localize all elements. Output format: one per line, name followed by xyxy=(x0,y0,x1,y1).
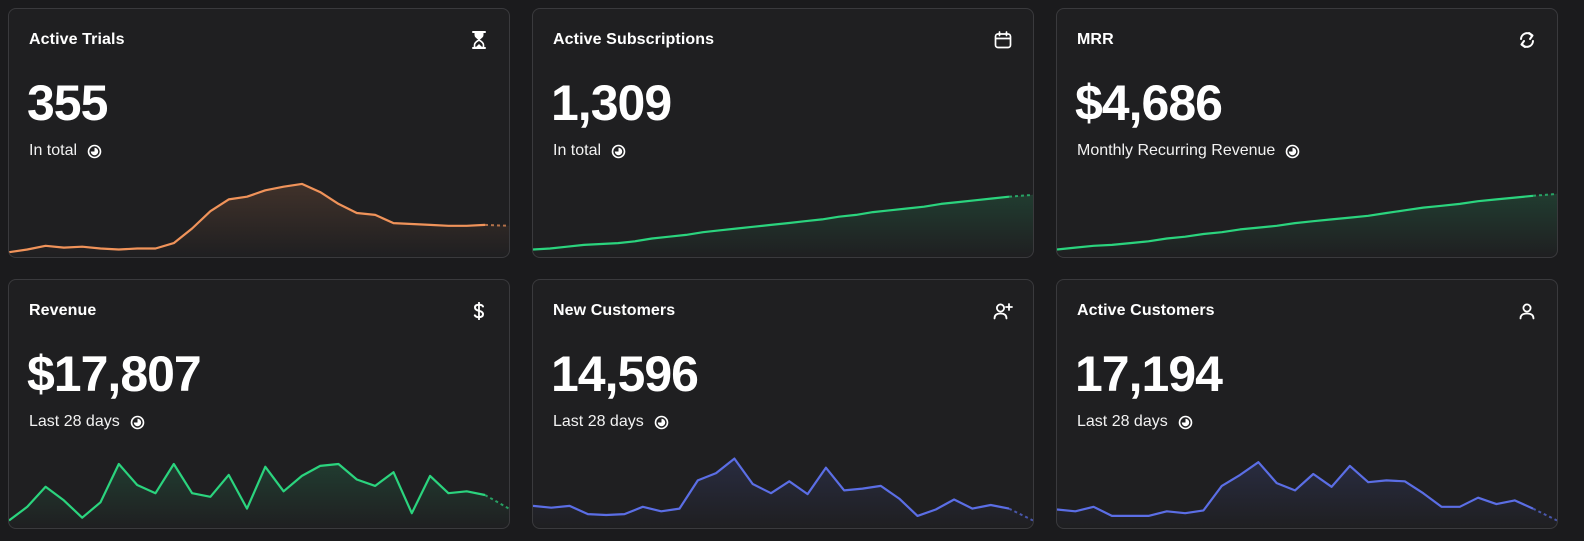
card-value: 355 xyxy=(27,75,108,131)
card-value: $4,686 xyxy=(1075,75,1223,131)
card-mrr[interactable]: MRR $4,686 Monthly Recurring Revenue xyxy=(1056,8,1558,258)
card-value: $17,807 xyxy=(27,346,202,402)
card-revenue[interactable]: Revenue $17,807 Last 28 days xyxy=(8,279,510,529)
card-subtitle: Last 28 days xyxy=(553,413,669,431)
hourglass-icon xyxy=(469,30,489,50)
card-subtitle-text: Last 28 days xyxy=(1077,413,1168,430)
card-active-customers[interactable]: Active Customers 17,194 Last 28 days xyxy=(1056,279,1558,529)
card-subtitle-text: Monthly Recurring Revenue xyxy=(1077,142,1276,159)
card-subtitle: Last 28 days xyxy=(29,413,145,431)
sparkline-line xyxy=(1057,196,1533,250)
info-icon[interactable] xyxy=(87,144,102,159)
sparkline-area xyxy=(1057,193,1557,257)
info-icon[interactable] xyxy=(1285,144,1300,159)
sparkline-area xyxy=(533,458,1033,528)
info-icon[interactable] xyxy=(654,415,669,430)
card-subtitle-text: Last 28 days xyxy=(553,413,644,430)
sparkline-projection xyxy=(485,225,509,226)
card-title: Active Customers xyxy=(1077,302,1215,319)
card-subtitle: In total xyxy=(553,142,626,160)
card-title: New Customers xyxy=(553,302,676,319)
card-subtitle: In total xyxy=(29,142,102,160)
sparkline-projection xyxy=(1009,509,1033,521)
refresh-icon xyxy=(1517,30,1537,50)
sparkline-line xyxy=(533,459,1009,516)
card-subtitle-text: In total xyxy=(553,142,602,159)
sparkline-line xyxy=(9,184,485,252)
sparkline-line xyxy=(1057,462,1533,516)
card-subtitle: Monthly Recurring Revenue xyxy=(1077,142,1300,160)
calendar-icon xyxy=(993,30,1013,50)
sparkline-area xyxy=(533,194,1033,257)
sparkline-chart xyxy=(9,428,509,528)
card-value: 17,194 xyxy=(1075,346,1223,402)
card-title: Active Subscriptions xyxy=(553,31,715,48)
sparkline-projection xyxy=(485,495,509,509)
card-title: Revenue xyxy=(29,302,97,319)
card-active-trials[interactable]: Active Trials 355 In total xyxy=(8,8,510,258)
sparkline-chart xyxy=(1057,428,1557,528)
sparkline-chart xyxy=(1057,157,1557,257)
card-title: Active Trials xyxy=(29,31,125,48)
dollar-icon xyxy=(469,301,489,321)
info-icon[interactable] xyxy=(130,415,145,430)
sparkline-area xyxy=(1057,462,1557,528)
sparkline-chart xyxy=(533,157,1033,257)
sparkline-projection xyxy=(1009,195,1033,197)
card-new-customers[interactable]: New Customers 14,596 Last 28 days xyxy=(532,279,1034,529)
sparkline-chart xyxy=(9,157,509,257)
card-title: MRR xyxy=(1077,31,1114,48)
user-plus-icon xyxy=(993,301,1013,321)
card-subtitle-text: In total xyxy=(29,142,78,159)
info-icon[interactable] xyxy=(611,144,626,159)
sparkline-line xyxy=(9,464,485,521)
sparkline-area xyxy=(9,183,509,257)
card-value: 1,309 xyxy=(551,75,672,131)
sparkline-projection xyxy=(1533,194,1557,196)
sparkline-area xyxy=(9,464,509,528)
card-active-subscriptions[interactable]: Active Subscriptions 1,309 In total xyxy=(532,8,1034,258)
sparkline-line xyxy=(533,197,1009,250)
card-subtitle-text: Last 28 days xyxy=(29,413,120,430)
card-value: 14,596 xyxy=(551,346,699,402)
sparkline-chart xyxy=(533,428,1033,528)
user-icon xyxy=(1517,301,1537,321)
info-icon[interactable] xyxy=(1178,415,1193,430)
card-subtitle: Last 28 days xyxy=(1077,413,1193,431)
sparkline-projection xyxy=(1533,509,1557,521)
